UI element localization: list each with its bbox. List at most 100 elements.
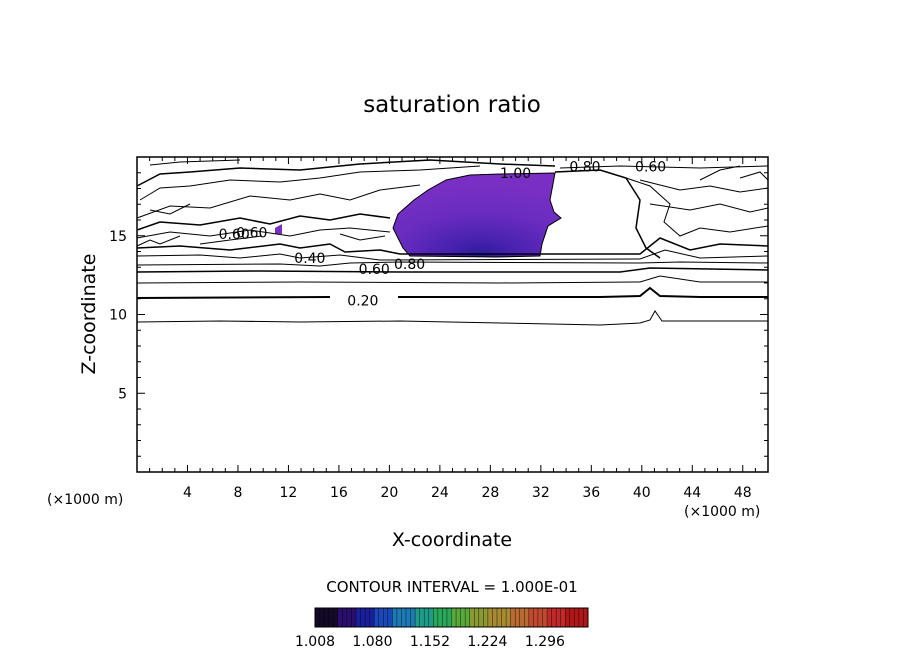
colorbar-cell [378,608,384,627]
colorbar-cell [401,608,407,627]
colorbar-cell [396,608,402,627]
x-tick-label: 36 [582,485,600,501]
colorbar-cell [506,608,512,627]
supersaturation-region [392,172,562,258]
contour-label: 0.60 [219,227,250,243]
colorbar-cell [537,608,543,627]
contour-lines [136,159,769,326]
colorbar-tick-label: 1.152 [410,634,450,650]
colorbar-cell [487,608,493,627]
x-tick-label: 48 [734,485,752,501]
x-tick-label: 40 [633,485,651,501]
colorbar-cell [515,608,521,627]
colorbar-cell [428,608,434,627]
y-tick-label: 10 [109,308,127,324]
colorbar-cell [437,608,443,627]
contour-label: 0.80 [394,257,425,273]
contour-labels: 0.200.400.60 0.800.600.600.80 0.601.00 [219,159,667,309]
x-axis-label: X-coordinate [392,529,512,551]
colorbar-cell [328,608,334,627]
x-tick-label: 12 [280,485,298,501]
colorbar-cell [365,608,371,627]
colorbar-cell [333,608,339,627]
x-tick-label: 28 [481,485,499,501]
chart-title: saturation ratio [363,92,541,118]
x-tick-label: 20 [380,485,398,501]
colorbar-cell [574,608,580,627]
colorbar-cell [346,608,352,627]
colorbar-cell [319,608,325,627]
colorbar-cell [387,608,393,627]
colorbar-cell [337,608,343,627]
colorbar-cell [424,608,430,627]
colorbar: 1.008 1.080 1.152 1.224 1.296 [295,607,589,650]
colorbar-frame [314,607,589,628]
colorbar-cell [469,608,475,627]
colorbar-cell [442,608,448,627]
colorbar-cell [519,608,525,627]
x-tick-label: 24 [431,485,449,501]
colorbar-cell [460,608,466,627]
colorbar-cell [542,608,548,627]
colorbar-cell [456,608,462,627]
colorbar-tick-label: 1.080 [352,634,392,650]
x-axis-ticks: 4 8 12 16 20 24 28 32 36 40 44 48 [149,157,756,501]
x-tick-label: 4 [183,485,192,501]
colorbar-cell [465,608,471,627]
colorbar-cell [533,608,539,627]
y-axis-ticks: 5 10 15 [109,172,768,457]
x-tick-label: 16 [330,485,348,501]
colorbar-cell [433,608,439,627]
colorbar-cell [360,608,366,627]
colorbar-cell [369,608,375,627]
x-tick-label: 44 [683,485,701,501]
x-tick-label: 8 [233,485,242,501]
colorbar-cell [478,608,484,627]
colorbar-cell [342,608,348,627]
colorbar-cell [392,608,398,627]
colorbar-cell [406,608,412,627]
contour-label: 0.20 [347,293,378,309]
x-units-label: (×1000 m) [684,504,760,520]
colorbar-cell [556,608,562,627]
z-units-label: (×1000 m) [47,492,123,508]
colorbar-cell [355,608,361,627]
colorbar-cell [569,608,575,627]
colorbar-cell [565,608,571,627]
contour-label: 0.60 [359,262,390,278]
colorbar-cell [578,608,584,627]
colorbar-cell [497,608,503,627]
colorbar-cell [324,608,330,627]
colorbar-cell [374,608,380,627]
colorbar-cell [501,608,507,627]
colorbar-cell [410,608,416,627]
colorbar-cell [415,608,421,627]
colorbar-cell [551,608,557,627]
colorbar-tick-label: 1.008 [295,634,335,650]
colorbar-cell [315,608,321,627]
colorbar-cell [446,608,452,627]
colorbar-cell [547,608,553,627]
small-filled-patch [275,224,282,234]
x-tick-label: 32 [532,485,550,501]
colorbar-cell [383,608,389,627]
colorbar-cell [560,608,566,627]
colorbar-cell [474,608,480,627]
contour-interval-text: CONTOUR INTERVAL = 1.000E-01 [326,578,577,596]
contour-label: 0.40 [294,251,325,267]
colorbar-tick-label: 1.224 [467,634,507,650]
colorbar-cell [528,608,534,627]
colorbar-cell [451,608,457,627]
colorbar-cell [510,608,516,627]
contour-label: 0.80 [569,159,600,175]
y-tick-label: 5 [118,386,127,402]
colorbar-cell [583,608,589,627]
contour-label: 0.60 [236,226,267,242]
colorbar-cell [351,608,357,627]
colorbar-cell [419,608,425,627]
colorbar-cell [524,608,530,627]
y-axis-label: Z-coordinate [78,254,100,375]
y-tick-label: 15 [109,229,127,245]
colorbar-tick-label: 1.296 [525,634,565,650]
